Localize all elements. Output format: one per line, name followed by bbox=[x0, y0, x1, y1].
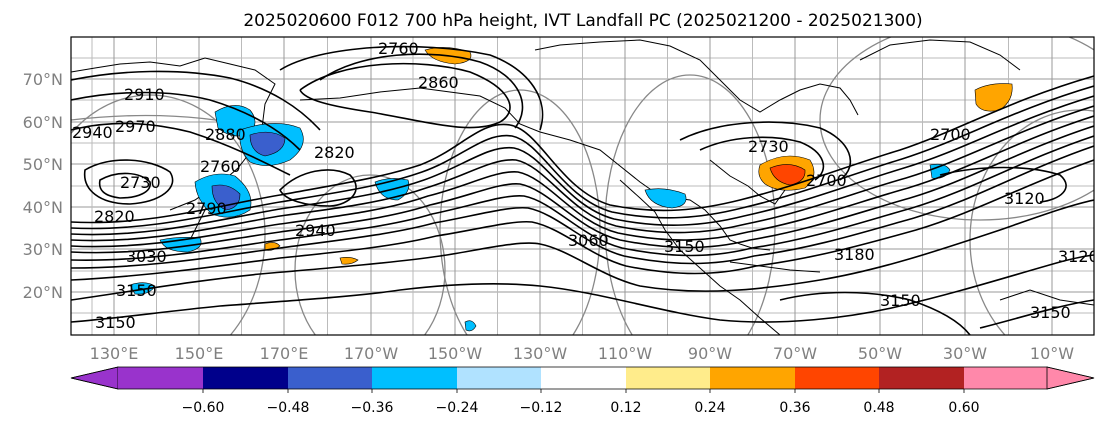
colorbar-segment bbox=[795, 367, 879, 389]
lat-label: 30°N bbox=[23, 240, 63, 259]
ivt-negative-patch bbox=[464, 320, 477, 332]
colorbar-segment bbox=[203, 367, 288, 389]
contour-label: 2790 bbox=[186, 199, 227, 218]
colorbar: −0.60 −0.48 −0.36 −0.24 −0.12 0.12 0.24 … bbox=[70, 366, 1095, 416]
colorbar-tick-label: 0.48 bbox=[863, 400, 894, 416]
lat-label: 40°N bbox=[23, 198, 63, 217]
colorbar-segment bbox=[710, 367, 795, 389]
contour-label: 2940 bbox=[72, 123, 113, 142]
contour-label: 3150 bbox=[1030, 303, 1071, 322]
lon-label: 30°W bbox=[943, 344, 987, 363]
contour-label: 2730 bbox=[120, 173, 161, 192]
lon-label: 70°W bbox=[773, 344, 817, 363]
colorbar-tick-label: −0.24 bbox=[436, 400, 479, 416]
figure-title: 2025020600 F012 700 hPa height, IVT Land… bbox=[243, 11, 922, 31]
contour-label: 3120 bbox=[1004, 189, 1045, 208]
colorbar-tick-label: −0.48 bbox=[267, 400, 310, 416]
contour-label: 2700 bbox=[930, 125, 971, 144]
ivt-shading bbox=[129, 47, 1013, 332]
contour-label: 3060 bbox=[568, 231, 609, 250]
colorbar-tick-label: −0.36 bbox=[351, 400, 394, 416]
colorbar-outline bbox=[70, 366, 1095, 390]
contour-label: 3150 bbox=[664, 237, 705, 256]
longitude-labels: 130°E 150°E 170°E 170°W 150°W 130°W 110°… bbox=[90, 344, 1075, 363]
lat-label: 70°N bbox=[23, 70, 63, 89]
lon-label: 170°W bbox=[344, 344, 399, 363]
colorbar-tick-label: 0.36 bbox=[779, 400, 810, 416]
map-frame bbox=[70, 36, 1095, 336]
contour-labels: 2760 2860 2910 2940 2970 2880 2760 2820 … bbox=[72, 39, 1099, 332]
lat-label: 50°N bbox=[23, 155, 63, 174]
contour-label: 3030 bbox=[126, 247, 167, 266]
contour-label: 2760 bbox=[378, 39, 419, 58]
lat-label: 60°N bbox=[23, 113, 63, 132]
height-contours bbox=[71, 45, 1094, 335]
contour-label: 2860 bbox=[418, 73, 459, 92]
lon-label: 50°W bbox=[858, 344, 902, 363]
lon-label: 130°W bbox=[513, 344, 568, 363]
lon-label: 90°W bbox=[688, 344, 732, 363]
contour-label: 2760 bbox=[200, 157, 241, 176]
colorbar-tick-label: 0.12 bbox=[610, 400, 641, 416]
ivt-strong-positive-patch bbox=[769, 164, 806, 186]
contour-label: 2820 bbox=[314, 143, 355, 162]
lon-label: 110°W bbox=[598, 344, 653, 363]
lon-label: 150°W bbox=[428, 344, 483, 363]
colorbar-tick-label: −0.60 bbox=[182, 400, 225, 416]
colorbar-segment bbox=[372, 367, 457, 389]
contour-label: 3150 bbox=[116, 281, 157, 300]
contour-label: 2910 bbox=[124, 85, 165, 104]
colorbar-segment bbox=[626, 367, 710, 389]
contour-label: 2700 bbox=[806, 171, 847, 190]
lon-label: 10°W bbox=[1030, 344, 1074, 363]
colorbar-segment bbox=[457, 367, 541, 389]
contour-label: 3180 bbox=[834, 245, 875, 264]
contour-label: 2940 bbox=[295, 221, 336, 240]
colorbar-under-arrow bbox=[70, 366, 119, 390]
contour-label: 3150 bbox=[880, 291, 921, 310]
colorbar-segment bbox=[288, 367, 372, 389]
colorbar-segment bbox=[118, 367, 203, 389]
ivt-positive-patch bbox=[974, 83, 1013, 112]
colorbar-tick-label: 0.24 bbox=[694, 400, 725, 416]
gridlines-vertical bbox=[91, 37, 1094, 335]
contour-label: 2880 bbox=[205, 125, 246, 144]
colorbar-tick-labels: −0.60 −0.48 −0.36 −0.24 −0.12 0.12 0.24 … bbox=[182, 400, 980, 416]
contour-label: 2730 bbox=[748, 137, 789, 156]
contour-label: 3150 bbox=[95, 313, 136, 332]
colorbar-tick-label: 0.60 bbox=[948, 400, 979, 416]
map-panel: 2760 2860 2910 2940 2970 2880 2760 2820 … bbox=[70, 36, 1099, 336]
ivt-strong-negative-patch bbox=[249, 131, 286, 157]
colorbar-ticks bbox=[202, 389, 965, 393]
lon-label: 130°E bbox=[90, 344, 139, 363]
contour-label: 2970 bbox=[115, 117, 156, 136]
ivt-negative-patch bbox=[644, 188, 687, 209]
colorbar-segment bbox=[964, 367, 1047, 389]
lon-label: 150°E bbox=[175, 344, 224, 363]
colorbar-over-arrow bbox=[1046, 366, 1095, 390]
contour-label: 2820 bbox=[94, 207, 135, 226]
ivt-positive-patch bbox=[339, 257, 359, 265]
latitude-labels: 70°N 60°N 50°N 40°N 30°N 20°N bbox=[23, 70, 63, 302]
colorbar-segment bbox=[541, 367, 626, 389]
lat-label: 20°N bbox=[23, 283, 63, 302]
colorbar-segment bbox=[879, 367, 964, 389]
colorbar-tick-label: −0.12 bbox=[520, 400, 563, 416]
ivt-negative-patch bbox=[129, 282, 156, 295]
lon-label: 170°E bbox=[260, 344, 309, 363]
contour-label: 3120 bbox=[1058, 247, 1099, 266]
